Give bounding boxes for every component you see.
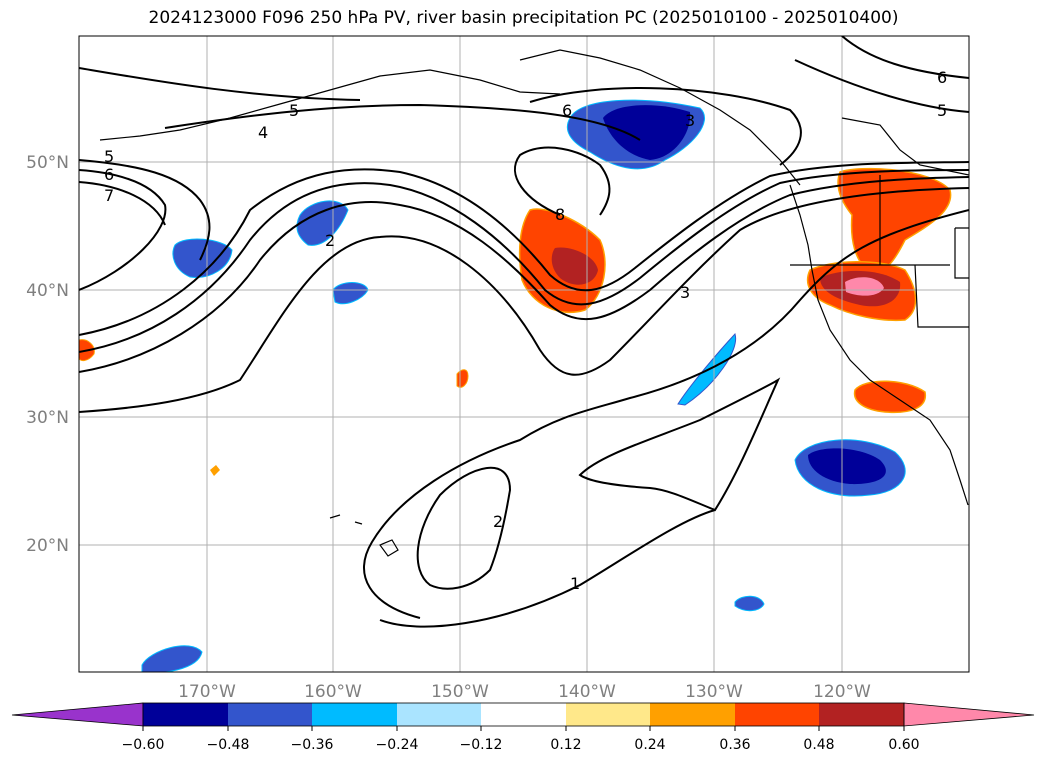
pv-contour-northeast-6 bbox=[841, 36, 969, 79]
coastlines bbox=[99, 49, 969, 557]
contour-label-8: 8 bbox=[555, 205, 565, 224]
contour-label-4: 4 bbox=[258, 123, 268, 142]
lon-label-120w: 120°W bbox=[813, 682, 871, 702]
strong-negative-anomaly-gulf-of-alaska bbox=[603, 105, 691, 160]
contour-label-6-east: 6 bbox=[937, 68, 947, 87]
colorbar-bin-8 bbox=[735, 703, 819, 726]
colorbar-bin-9 bbox=[819, 703, 904, 726]
contour-label-6-north: 6 bbox=[562, 101, 572, 120]
lon-label-140w: 140°W bbox=[558, 682, 616, 702]
map-title: 2024123000 F096 250 hPa PV, river basin … bbox=[148, 8, 899, 28]
colorbar-tick-9: 0.48 bbox=[803, 737, 834, 753]
pv-contour-3 bbox=[79, 176, 969, 373]
colorbar: −0.60 −0.48 −0.36 −0.24 −0.12 0.12 0.24 … bbox=[11, 702, 1035, 753]
strong-negative-anomaly-southeast bbox=[808, 448, 886, 485]
positive-anomaly-baja bbox=[853, 380, 926, 414]
pv-contour-loop bbox=[79, 169, 167, 291]
pv-contour-2 bbox=[416, 466, 512, 590]
pv-contours bbox=[79, 36, 969, 628]
pv-contour-1-inner bbox=[578, 377, 781, 512]
negative-anomaly-southwest bbox=[141, 645, 203, 672]
contour-label-1: 1 bbox=[570, 574, 580, 593]
latitude-labels: 50°N 40°N 30°N 20°N bbox=[26, 153, 69, 556]
pv-contour-1-south bbox=[379, 509, 716, 628]
colorbar-extend-low bbox=[11, 702, 144, 727]
colorbar-tick-3: −0.36 bbox=[291, 737, 334, 753]
longitude-labels: 170°W 160°W 150°W 140°W 130°W 120°W bbox=[178, 682, 871, 702]
colorbar-bin-7 bbox=[650, 703, 735, 726]
colorbar-tick-5: −0.12 bbox=[460, 737, 503, 753]
pv-contour-north-6 bbox=[529, 87, 802, 166]
contour-label-5-north: 5 bbox=[289, 101, 299, 120]
colorbar-bin-2 bbox=[228, 703, 312, 726]
pv-contour-north-4 bbox=[164, 103, 641, 141]
negative-anomaly-north-pacific bbox=[296, 200, 349, 246]
contour-label-2: 2 bbox=[493, 512, 503, 531]
colorbar-tick-7: 0.24 bbox=[634, 737, 665, 753]
pv-contour-west-5 bbox=[79, 159, 211, 261]
pv-contour-1 bbox=[363, 209, 969, 619]
plot-frame bbox=[78, 35, 970, 673]
lat-label-40n: 40°N bbox=[26, 281, 69, 301]
contour-label-6: 6 bbox=[104, 165, 114, 184]
colorbar-tick-10: 0.60 bbox=[888, 737, 919, 753]
contour-labels: 1 2 2 3 3 4 5 5 5 6 6 6 7 8 bbox=[104, 68, 947, 593]
pv-contour-north-5 bbox=[79, 67, 361, 101]
colorbar-bin-5 bbox=[481, 703, 566, 726]
colorbar-tick-4: −0.24 bbox=[376, 737, 419, 753]
pv-contour-4 bbox=[79, 169, 969, 353]
colorbar-bin-4 bbox=[397, 703, 481, 726]
pv-contour-northeast-5 bbox=[794, 59, 969, 113]
pv-contour-5 bbox=[79, 161, 969, 336]
lat-label-20n: 20°N bbox=[26, 536, 69, 556]
plot-area bbox=[79, 36, 969, 672]
lon-label-160w: 160°W bbox=[304, 682, 362, 702]
lon-label-150w: 150°W bbox=[431, 682, 489, 702]
contour-label-5: 5 bbox=[104, 147, 114, 166]
colorbar-tick-6: 0.12 bbox=[550, 737, 581, 753]
contour-label-5-east: 5 bbox=[937, 101, 947, 120]
pv-contour-trough bbox=[514, 146, 611, 216]
colorbar-tick-2: −0.48 bbox=[207, 737, 250, 753]
lat-label-50n: 50°N bbox=[26, 153, 69, 173]
max-positive-anomaly-california bbox=[845, 277, 884, 296]
colorbar-bin-6 bbox=[566, 703, 650, 726]
colorbar-tick-1: −0.60 bbox=[122, 737, 165, 753]
strong-positive-anomaly-northeast-pacific bbox=[551, 247, 598, 285]
pv-contour-west-7 bbox=[79, 181, 166, 226]
contour-label-3: 3 bbox=[680, 283, 690, 302]
pv-contour-2-main bbox=[79, 187, 969, 413]
negative-anomaly-west-pacific bbox=[172, 238, 233, 278]
lon-label-130w: 130°W bbox=[685, 682, 743, 702]
negative-anomaly-south bbox=[734, 595, 765, 612]
graticule bbox=[79, 36, 969, 672]
colorbar-tick-8: 0.36 bbox=[719, 737, 750, 753]
colorbar-extend-high bbox=[903, 702, 1035, 727]
weak-positive-anomaly-dot bbox=[210, 465, 220, 476]
lon-label-170w: 170°W bbox=[178, 682, 236, 702]
contour-label-7: 7 bbox=[104, 186, 114, 205]
lat-label-30n: 30°N bbox=[26, 408, 69, 428]
contour-label-2-west: 2 bbox=[325, 231, 335, 250]
colorbar-bin-1 bbox=[143, 703, 228, 726]
colorbar-bin-3 bbox=[312, 703, 397, 726]
contour-label-3-north: 3 bbox=[685, 111, 695, 130]
